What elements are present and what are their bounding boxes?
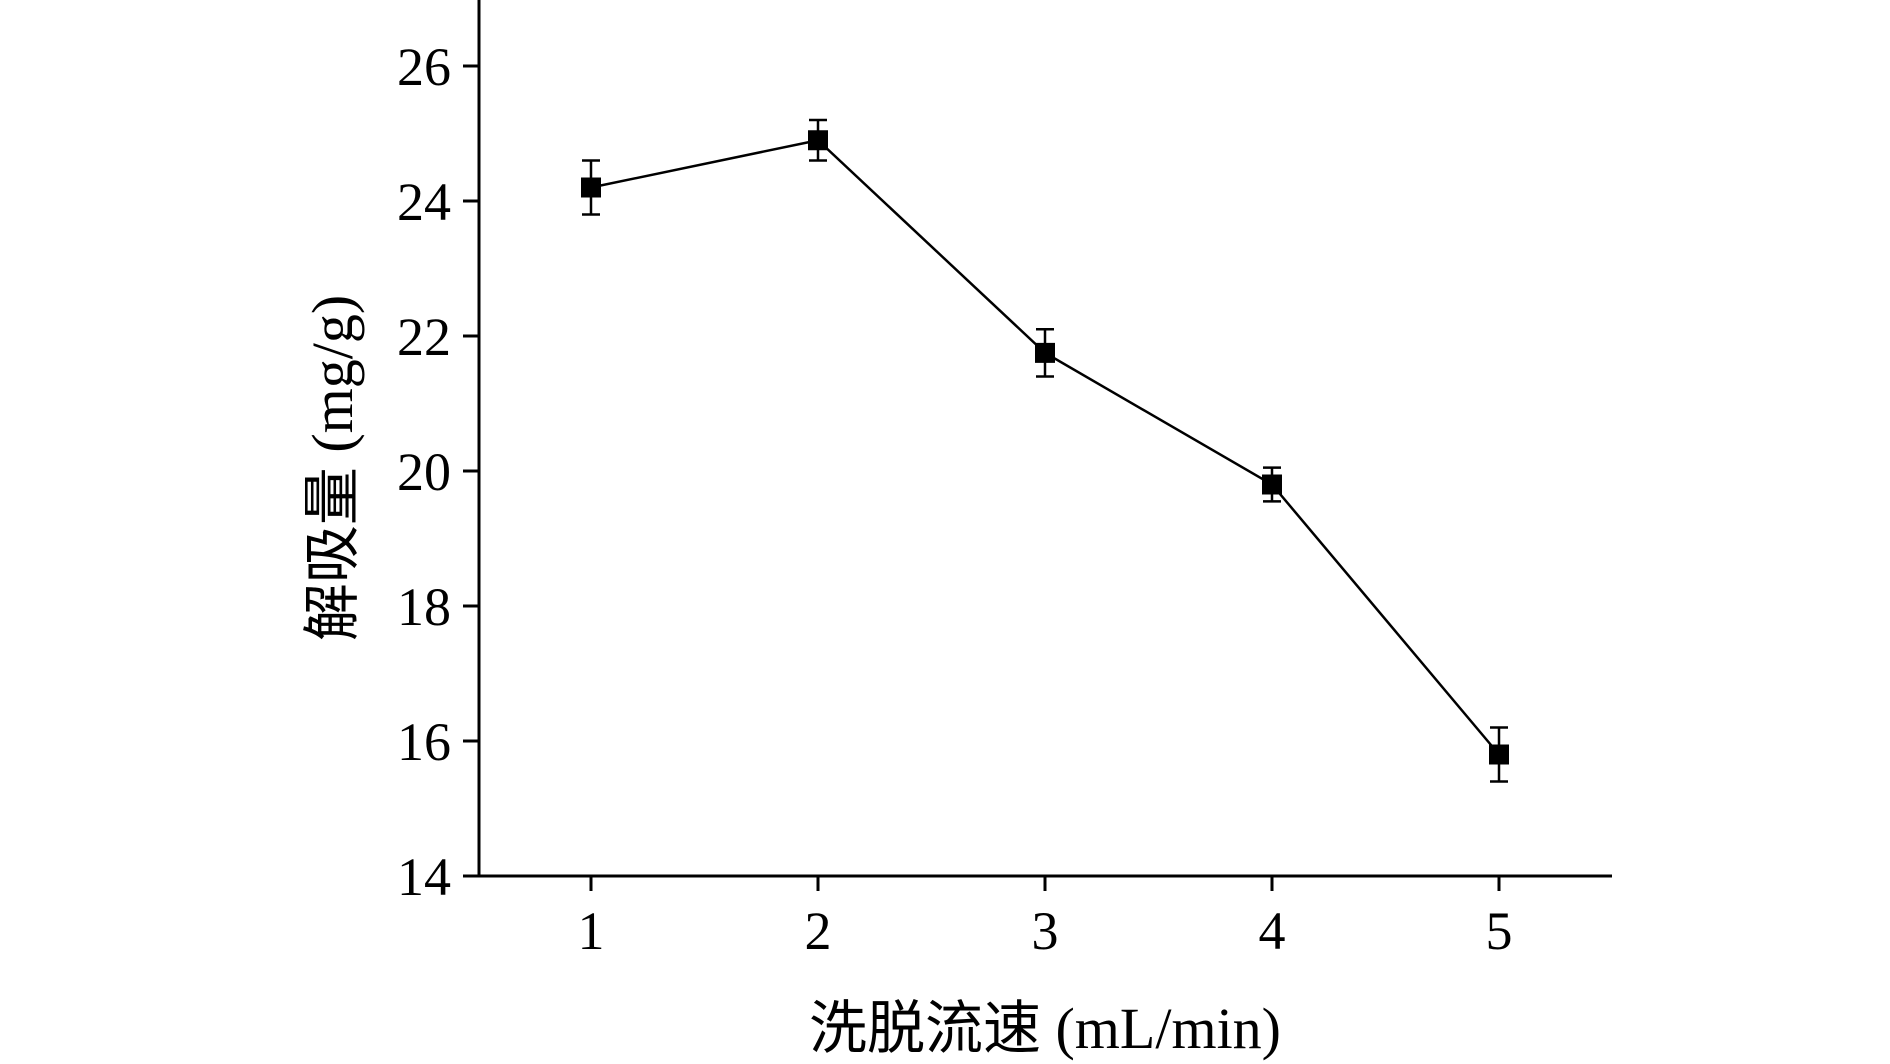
plot-area: 14 16 18 20 22 24 26 1 2 3 4 5 bbox=[397, 0, 1612, 961]
y-tick-label: 20 bbox=[397, 442, 451, 502]
y-tick-label: 26 bbox=[397, 37, 451, 97]
x-tick-label: 1 bbox=[578, 901, 605, 961]
y-tick-label: 22 bbox=[397, 307, 451, 367]
x-tick-label: 5 bbox=[1486, 901, 1513, 961]
x-tick-label: 3 bbox=[1032, 901, 1059, 961]
x-axis-label: 洗脱流速 (mL/min) bbox=[809, 996, 1281, 1061]
y-tick-label: 14 bbox=[397, 847, 451, 907]
y-axis-label: 解吸量 (mg/g) bbox=[300, 295, 365, 641]
data-point bbox=[1489, 744, 1509, 765]
data-point bbox=[1262, 474, 1282, 495]
series-line bbox=[590, 138, 1500, 756]
x-tick-label: 2 bbox=[805, 901, 832, 961]
x-tick-label: 4 bbox=[1259, 901, 1286, 961]
data-point bbox=[1035, 342, 1055, 363]
data-point bbox=[808, 130, 828, 151]
y-tick-label: 16 bbox=[397, 712, 451, 772]
y-tick-label: 24 bbox=[397, 172, 451, 232]
data-point bbox=[581, 177, 601, 198]
y-tick-label: 18 bbox=[397, 577, 451, 637]
